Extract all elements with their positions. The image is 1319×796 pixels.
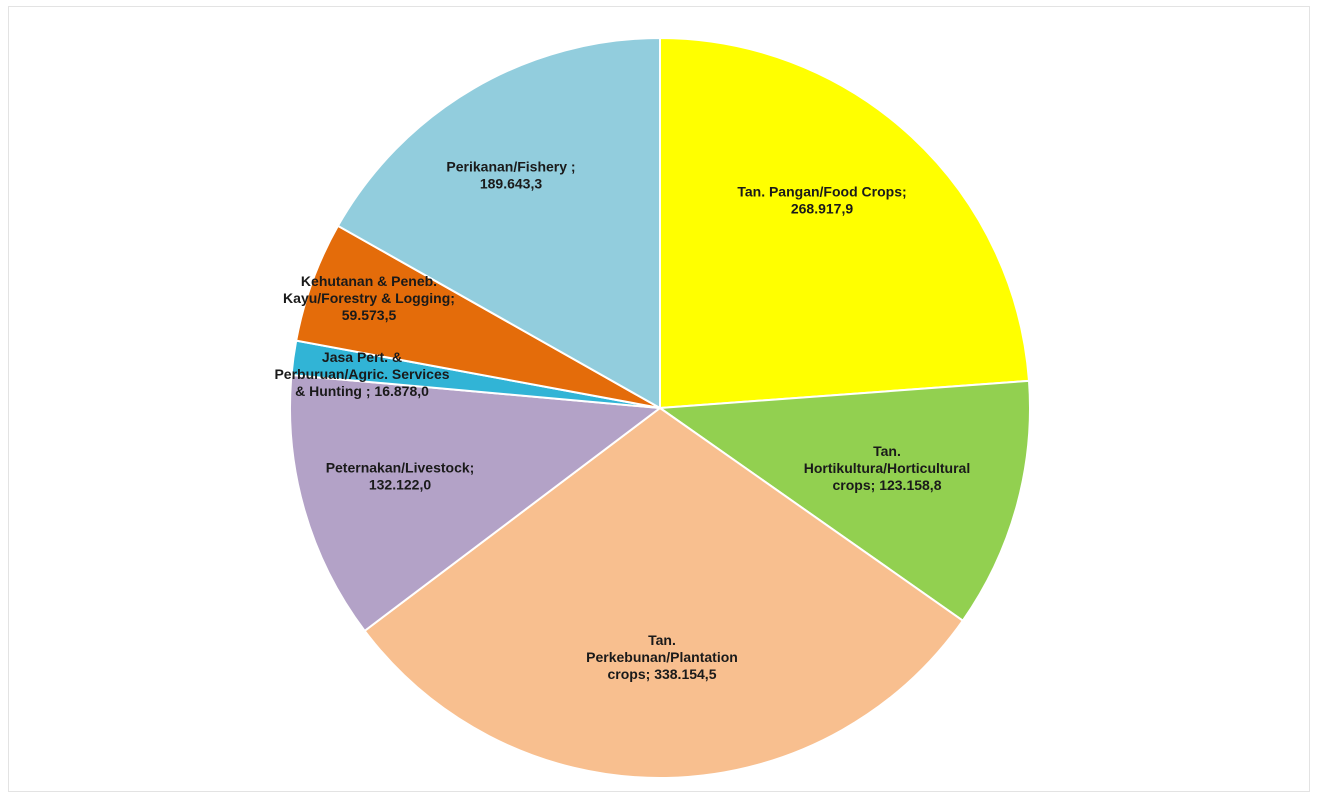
pie-slice-label-5: Jasa Pert. & Perburuan/Agric. Services & H… [274,349,449,399]
pie-slice-3 [363,406,965,779]
pie-slice-2 [657,379,1031,623]
pie-slice-label-3: Tan. Perkebunan/Plantation crops; 338.154,… [586,632,738,682]
pie-slice-label-line: Kayu/Forestry & Logging; [283,290,455,306]
pie-slice-label-line: Tan. Pangan/Food Crops; [737,184,906,200]
pie-slice-label-line: Tan. [873,443,901,459]
pie-slice-label-line: Hortikultura/Horticultural [804,460,970,476]
pie-slices [289,36,1031,779]
pie-slice-label-line: Perkebunan/Plantation [586,649,738,665]
pie-slice-7 [336,36,661,410]
pie-slice-label-line: Perikanan/Fishery ; [446,159,575,175]
pie-slice-label-line: Tan. [648,632,676,648]
pie-slice-label-line: Jasa Pert. & [322,349,402,365]
pie-slice-label-line: Kehutanan & Peneb. [301,273,437,289]
pie-slice-label-2: Tan. Hortikultura/Horticultural crops; 123… [804,443,970,493]
pie-slice-4 [289,373,663,633]
pie-slice-label-line: 189.643,3 [480,176,542,192]
pie-slice-label-1: Tan. Pangan/Food Crops; 268.917,9 [737,184,906,217]
pie-slice-label-line: & Hunting ; 16.878,0 [295,383,429,399]
pie-slice-label-4: Peternakan/Livestock; 132.122,0 [326,460,475,493]
pie-slice-label-line: Perburuan/Agric. Services [274,366,449,382]
pie-slice-label-line: 59.573,5 [342,307,397,323]
pie-slice-label-6: Kehutanan & Peneb. Kayu/Forestry & Loggin… [283,273,455,323]
pie-slice-label-7: Perikanan/Fishery ; 189.643,3 [446,159,575,192]
pie-slice-label-line: 132.122,0 [369,477,431,493]
pie-slice-label-line: 268.917,9 [791,201,853,217]
pie-slice-1 [659,36,1031,410]
pie-slice-label-line: Peternakan/Livestock; [326,460,475,476]
pie-slice-label-line: crops; 123.158,8 [833,477,942,493]
pie-slice-label-line: crops; 338.154,5 [608,666,717,682]
